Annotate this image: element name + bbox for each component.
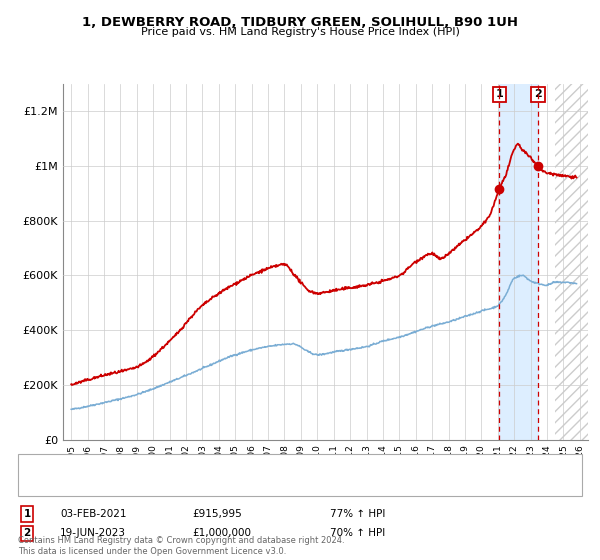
Text: £915,995: £915,995	[192, 509, 242, 519]
Text: £1,000,000: £1,000,000	[192, 528, 251, 538]
Text: Price paid vs. HM Land Registry's House Price Index (HPI): Price paid vs. HM Land Registry's House …	[140, 27, 460, 37]
Text: Contains HM Land Registry data © Crown copyright and database right 2024.
This d: Contains HM Land Registry data © Crown c…	[18, 536, 344, 556]
Text: 70% ↑ HPI: 70% ↑ HPI	[330, 528, 385, 538]
Text: 1, DEWBERRY ROAD, TIDBURY GREEN, SOLIHULL, B90 1UH: 1, DEWBERRY ROAD, TIDBURY GREEN, SOLIHUL…	[82, 16, 518, 29]
Text: 03-FEB-2021: 03-FEB-2021	[60, 509, 127, 519]
Text: 2: 2	[23, 528, 31, 538]
Bar	[555, 84, 588, 440]
Bar	[499, 84, 538, 440]
Text: 1, DEWBERRY ROAD, TIDBURY GREEN, SOLIHULL, B90 1UH (detached house): 1, DEWBERRY ROAD, TIDBURY GREEN, SOLIHUL…	[72, 460, 449, 470]
Text: 77% ↑ HPI: 77% ↑ HPI	[330, 509, 385, 519]
Text: 1: 1	[496, 90, 503, 99]
Text: 19-JUN-2023: 19-JUN-2023	[60, 528, 126, 538]
Bar	[555, 84, 588, 440]
Text: HPI: Average price, detached house, Solihull: HPI: Average price, detached house, Soli…	[72, 480, 289, 490]
Text: 2: 2	[534, 90, 542, 99]
Text: 1: 1	[23, 509, 31, 519]
